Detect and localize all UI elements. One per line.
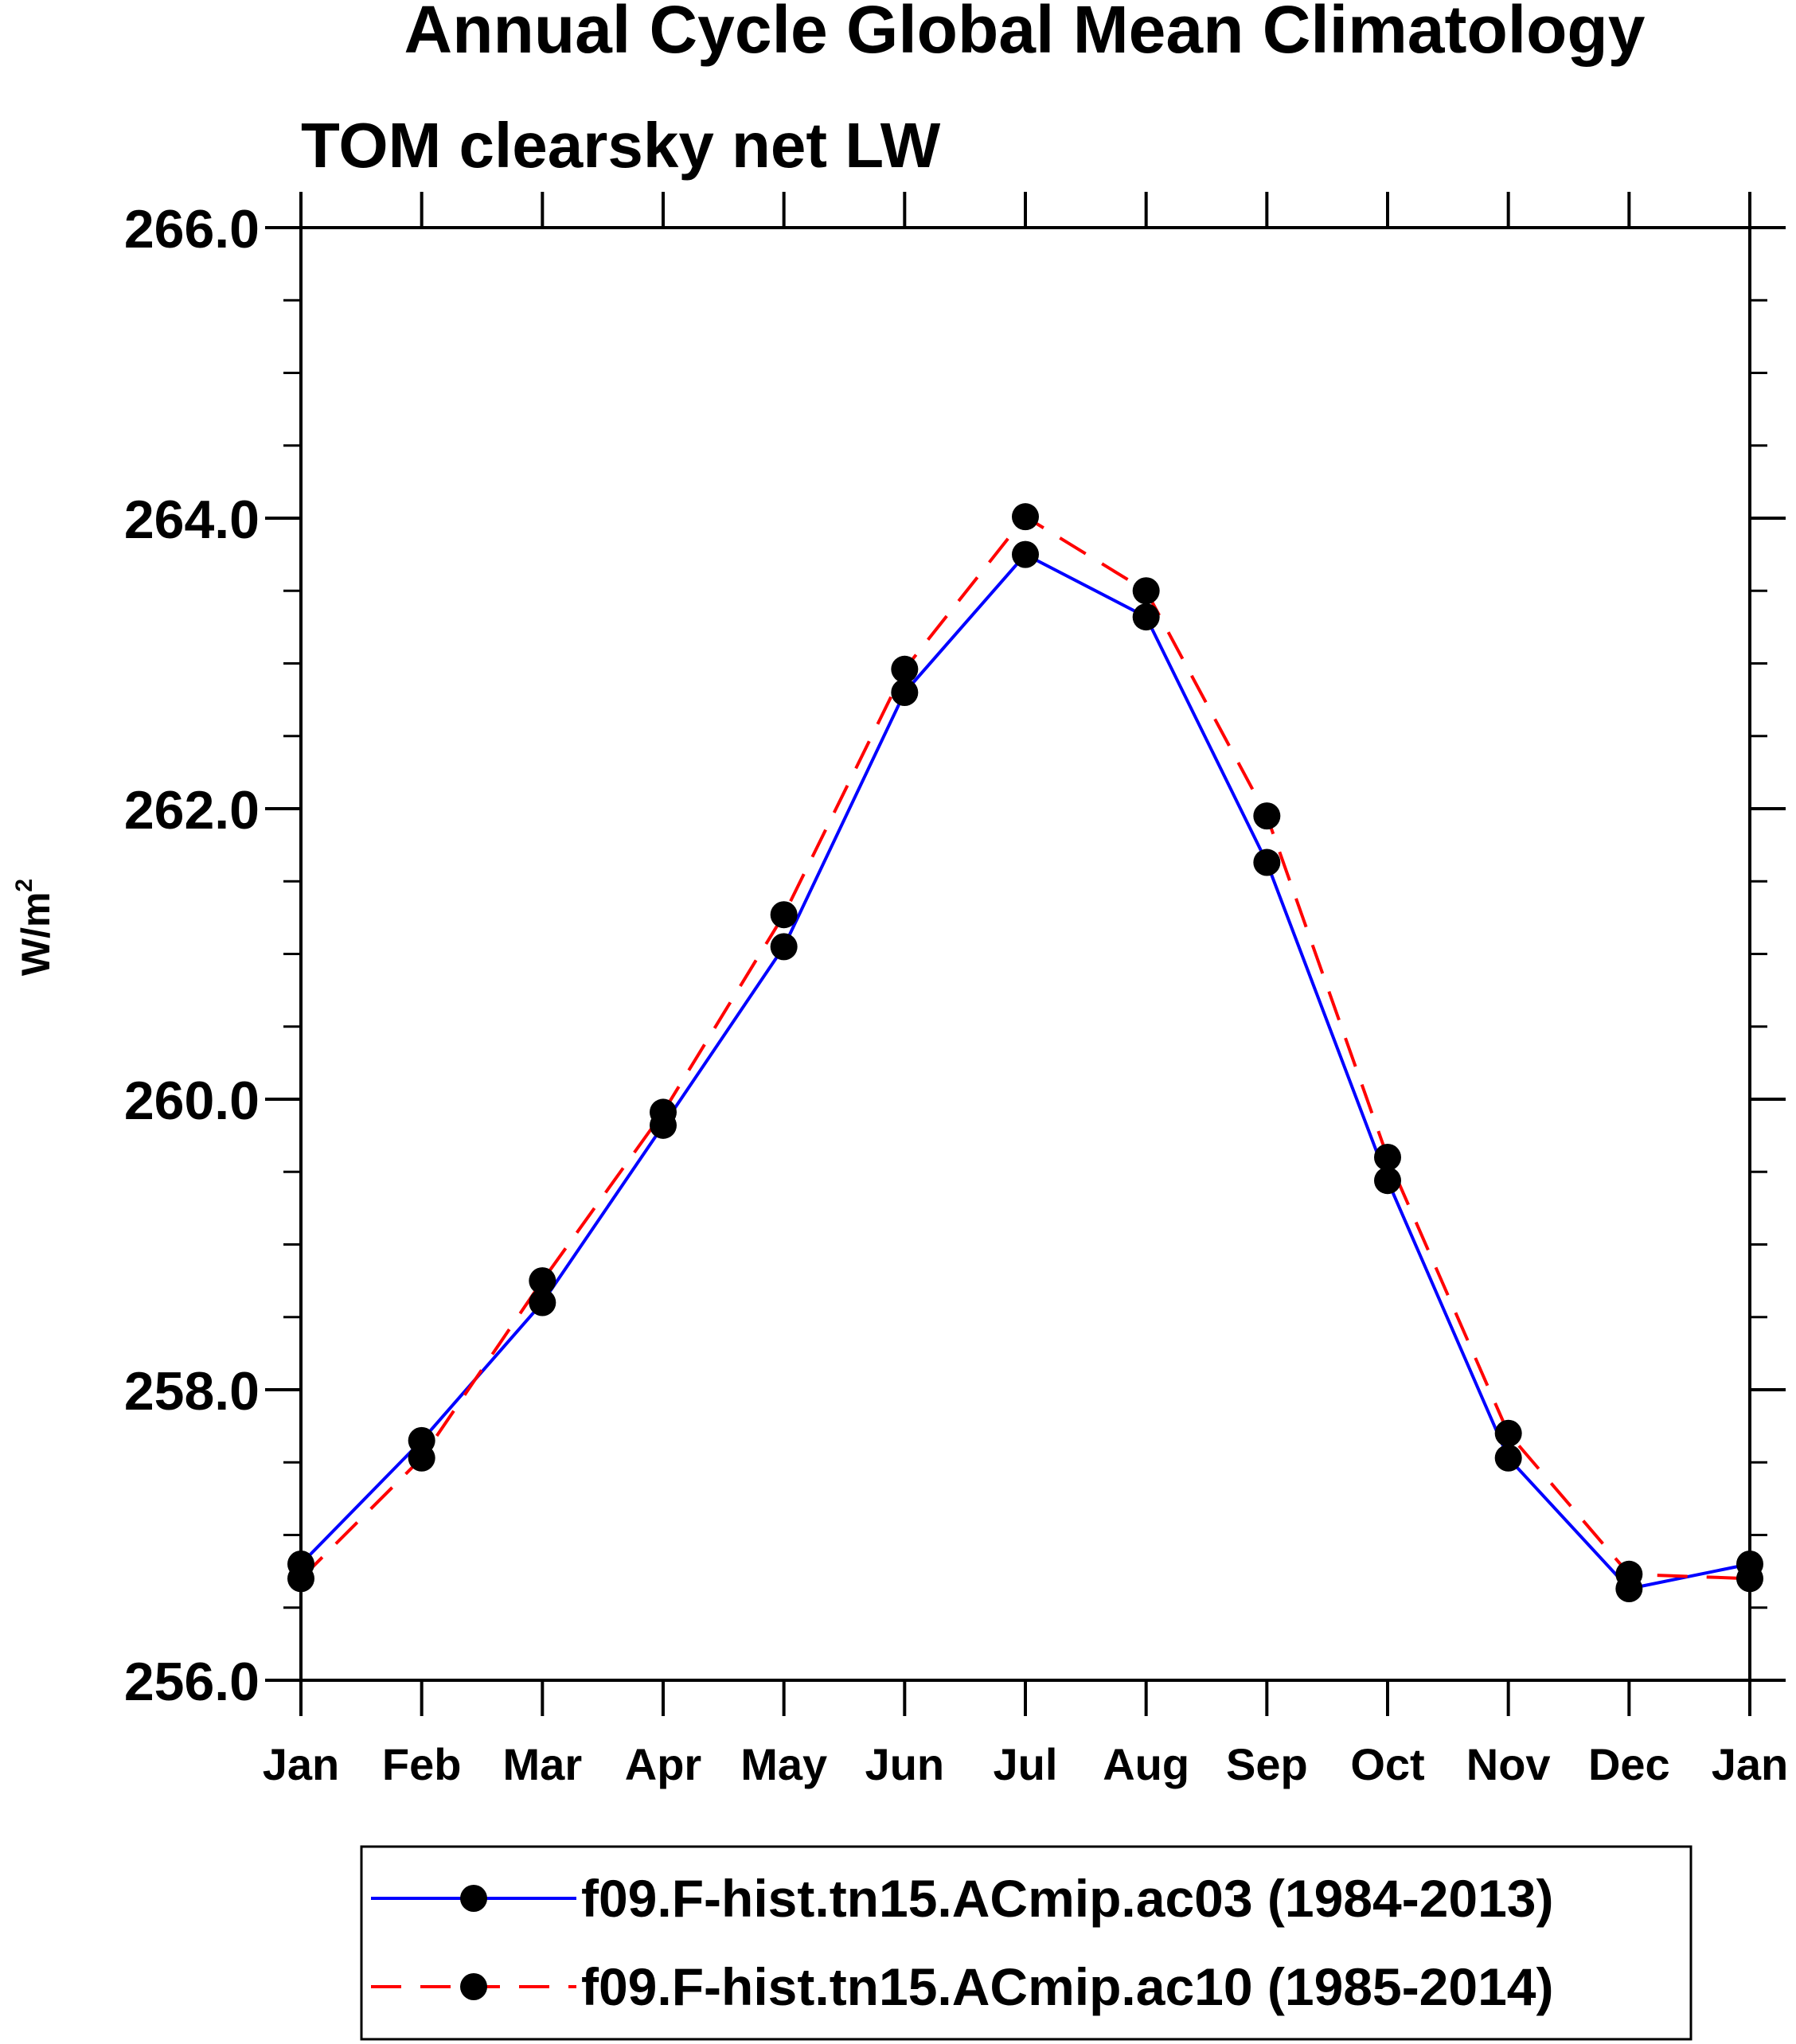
legend: f09.F-hist.tn15.ACmip.ac03 (1984-2013) f… xyxy=(360,1845,1693,2041)
legend-label-ac10: f09.F-hist.tn15.ACmip.ac10 (1985-2014) xyxy=(581,1957,1553,2016)
series-1-point xyxy=(1615,1560,1643,1588)
y-axis-label-superscript: 2 xyxy=(11,879,37,892)
x-tick-label: Aug xyxy=(1103,1739,1189,1789)
y-tick-label: 264.0 xyxy=(124,490,260,550)
series-1-point xyxy=(1374,1144,1401,1171)
series-0-point xyxy=(1374,1167,1401,1195)
axis-ticks xyxy=(265,192,1786,1716)
x-tick-label: Mar xyxy=(503,1739,583,1789)
y-axis-label: W/m2 xyxy=(11,879,58,976)
y-tick-label: 258.0 xyxy=(124,1361,260,1422)
series-line-0 xyxy=(299,552,1751,1590)
legend-frame xyxy=(360,1845,1693,2041)
x-tick-label: Oct xyxy=(1350,1739,1424,1789)
y-tick-labels: 256.0 258.0 260.0 262.0 264.0 266.0 xyxy=(124,199,260,1712)
y-tick-label: 260.0 xyxy=(124,1071,260,1131)
x-tick-label: May xyxy=(740,1739,827,1789)
series-1-point xyxy=(408,1444,435,1472)
series-lines xyxy=(299,515,1751,1590)
series-0-point xyxy=(1494,1444,1522,1472)
x-tick-labels: Jan Feb Mar Apr May Jun Jul Aug Sep Oct Nov Dec Jan xyxy=(263,1739,1789,1789)
series-1-point xyxy=(1253,802,1281,830)
chart-title: Annual Cycle Global Mean Climatology xyxy=(404,0,1646,67)
series-0-point xyxy=(1253,848,1281,876)
series-1-point xyxy=(1494,1419,1522,1447)
series-1-point xyxy=(770,901,798,929)
series-markers xyxy=(287,503,1763,1603)
series-1-point xyxy=(529,1267,556,1295)
series-0-point xyxy=(529,1289,556,1317)
legend-marker-ac03 xyxy=(460,1885,487,1912)
x-tick-label: Feb xyxy=(382,1739,462,1789)
series-0-point xyxy=(770,933,798,961)
plot-frame xyxy=(299,226,1751,1682)
series-0-point xyxy=(891,679,919,706)
x-tick-label: Jan xyxy=(1712,1739,1789,1789)
series-line-1 xyxy=(299,515,1751,1581)
y-tick-label: 262.0 xyxy=(124,780,260,841)
y-axis-label-base: W/m xyxy=(14,892,58,977)
series-1-point xyxy=(650,1098,677,1126)
x-tick-label: Jan xyxy=(263,1739,340,1789)
series-1-point xyxy=(1132,577,1160,605)
series-1-point xyxy=(1012,503,1039,531)
legend-label-ac03: f09.F-hist.tn15.ACmip.ac03 (1984-2013) xyxy=(581,1869,1553,1928)
x-tick-label: Nov xyxy=(1466,1739,1551,1789)
y-tick-label: 266.0 xyxy=(124,199,260,259)
x-tick-label: Sep xyxy=(1226,1739,1308,1789)
chart-subtitle: TOM clearsky net LW xyxy=(301,110,941,181)
x-tick-label: Jun xyxy=(865,1739,945,1789)
series-1-point xyxy=(891,655,919,683)
y-tick-label: 256.0 xyxy=(124,1652,260,1712)
x-tick-label: Dec xyxy=(1588,1739,1670,1789)
x-tick-label: Apr xyxy=(625,1739,701,1789)
x-tick-label: Jul xyxy=(994,1739,1058,1789)
series-0-point xyxy=(1012,540,1039,568)
series-0-point xyxy=(1132,603,1160,631)
legend-marker-ac10 xyxy=(460,1973,487,2000)
